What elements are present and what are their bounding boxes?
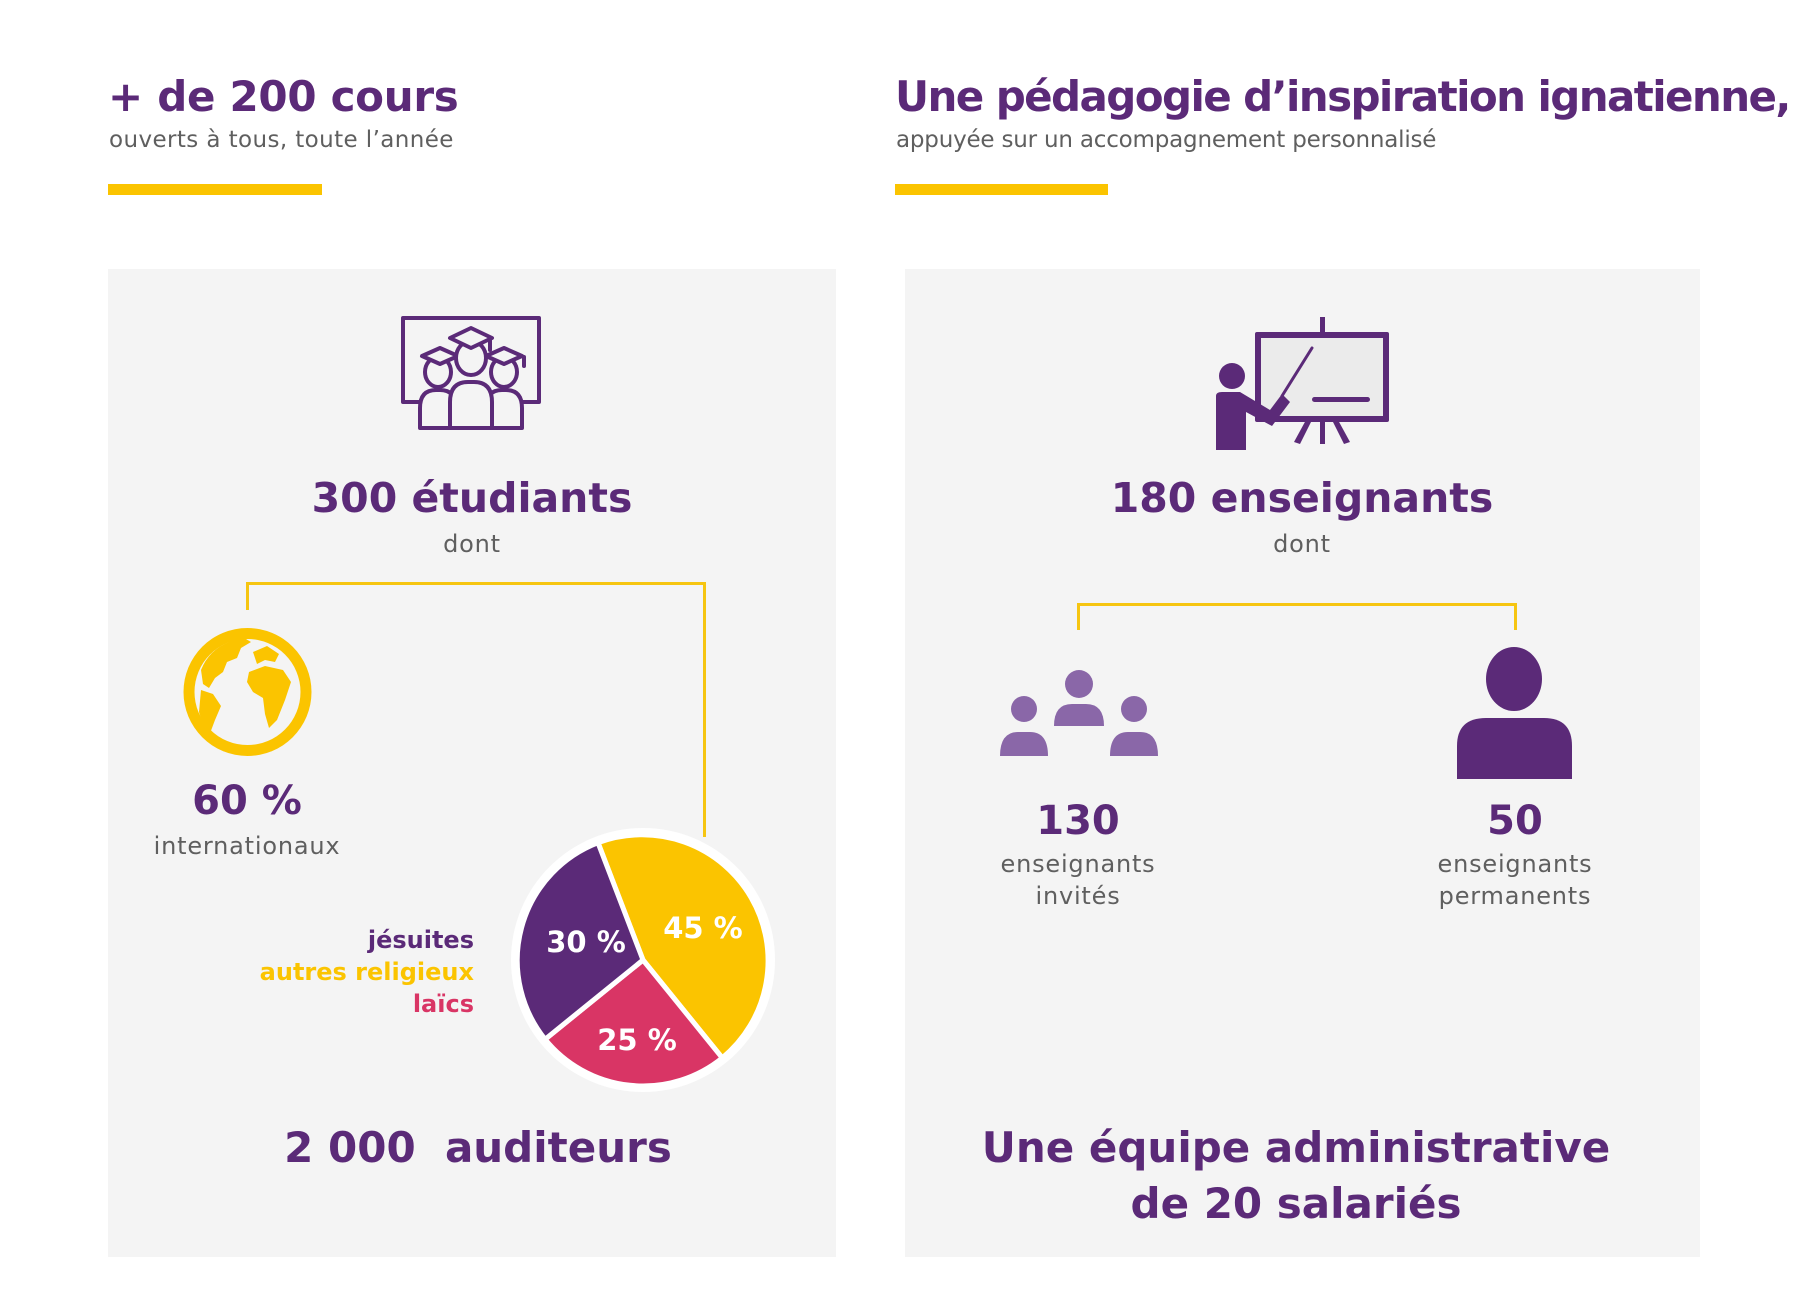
teachers-count: 180 enseignants [1110,474,1494,522]
pie-slice-jesuites [514,840,646,1042]
right-accent-bar [895,184,1108,195]
pie-slice-laics [542,957,725,1089]
students-bracket-connector [246,582,706,610]
left-section-subtitle: ouverts à tous, toute l’année [109,127,454,153]
teachers-bracket-connector [1077,603,1517,630]
left-section-title: + de 200 cours [108,72,459,121]
legend-autres-religieux: autres religieux [259,958,474,986]
right-section-subtitle: appuyée sur un accompagnement personnali… [896,127,1437,153]
legend-jesuites: jésuites [367,926,474,954]
permanent-teachers-count: 50 [1487,798,1543,844]
teacher-presentation-icon [1210,314,1394,454]
left-accent-bar [108,184,322,195]
international-label: internationaux [153,832,341,860]
permanent-teachers-label-line1: enseignants [1437,850,1593,878]
permanent-teachers-label-line2: permanents [1438,882,1592,910]
globe-icon [179,624,316,760]
admin-team-line1: Une équipe administrative [981,1123,1611,1172]
invited-teachers-count: 130 [1036,798,1120,844]
group-people-icon [998,668,1160,758]
pie-legend: jésuites autres religieux laïcs [260,924,474,1020]
students-count: 300 étudiants [311,474,633,522]
pie-label-autres-religieux: 45 % [663,911,743,945]
international-percent: 60 % [192,778,302,824]
pie-label-jesuites: 30 % [546,925,626,959]
admin-team-line2: de 20 salariés [1130,1179,1462,1228]
pie-slice-autres-religieux [595,832,771,1061]
invited-teachers-label-line1: enseignants [1000,850,1156,878]
legend-laics: laïcs [412,990,474,1018]
single-person-icon [1456,646,1574,780]
composition-pie-chart: 30 % 45 % 25 % [509,826,777,1094]
right-section-title: Une pédagogie d’inspiration ignatienne, [895,72,1791,121]
invited-teachers-label-line2: invités [1035,882,1121,910]
students-dont-label: dont [443,530,501,558]
graduates-board-icon [400,314,542,432]
teachers-dont-label: dont [1273,530,1331,558]
pie-label-laics: 25 % [597,1023,677,1057]
auditors-count: 2 000 auditeurs [284,1123,672,1172]
students-bracket-right-line [703,582,706,837]
students-card [108,269,836,1257]
